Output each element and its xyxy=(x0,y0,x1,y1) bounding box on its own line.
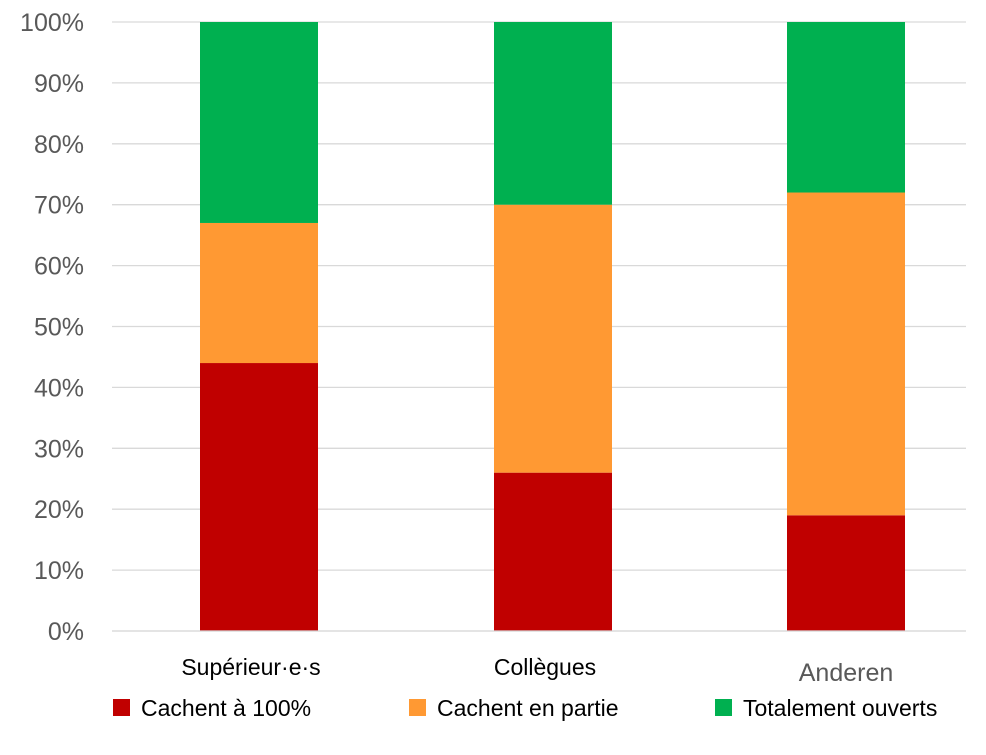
y-tick-label: 50% xyxy=(34,314,84,342)
legend: Cachent à 100% Cachent en partie Totalemen… xyxy=(113,695,937,721)
legend-swatch xyxy=(715,699,732,716)
legend-swatch xyxy=(113,699,130,716)
y-tick-label: 90% xyxy=(34,70,84,98)
bar-segment xyxy=(494,22,612,205)
y-tick-label: 60% xyxy=(34,253,84,281)
x-category-label: Collègues xyxy=(494,654,596,680)
bar-segment xyxy=(787,22,905,193)
y-tick-label: 80% xyxy=(34,131,84,159)
y-axis: 0% 10% 20% 30% 40% 50% 60% 70% 80% 90% 100% xyxy=(20,9,84,646)
x-category-label: Supérieur·e·s xyxy=(181,654,320,680)
y-tick-label: 10% xyxy=(34,557,84,585)
bar-segment xyxy=(494,204,612,473)
y-tick-label: 100% xyxy=(20,9,84,37)
x-category-label: Anderen xyxy=(799,659,894,687)
y-tick-label: 40% xyxy=(34,374,84,402)
y-tick-label: 70% xyxy=(34,192,84,220)
legend-swatch xyxy=(409,699,426,716)
bar-segment xyxy=(200,363,318,631)
bars xyxy=(200,22,905,631)
legend-label: Cachent en partie xyxy=(437,695,619,721)
x-axis: Supérieur·e·s Collègues Anderen xyxy=(112,630,966,687)
bar-segment xyxy=(787,192,905,516)
bar-segment xyxy=(494,472,612,631)
y-tick-label: 0% xyxy=(48,618,84,646)
bar-segment xyxy=(200,22,318,223)
y-tick-label: 30% xyxy=(34,435,84,463)
bar-segment xyxy=(200,222,318,364)
legend-label: Cachent à 100% xyxy=(141,695,311,721)
legend-label: Totalement ouverts xyxy=(743,695,937,721)
y-tick-label: 20% xyxy=(34,496,84,524)
bar-segment xyxy=(787,515,905,631)
